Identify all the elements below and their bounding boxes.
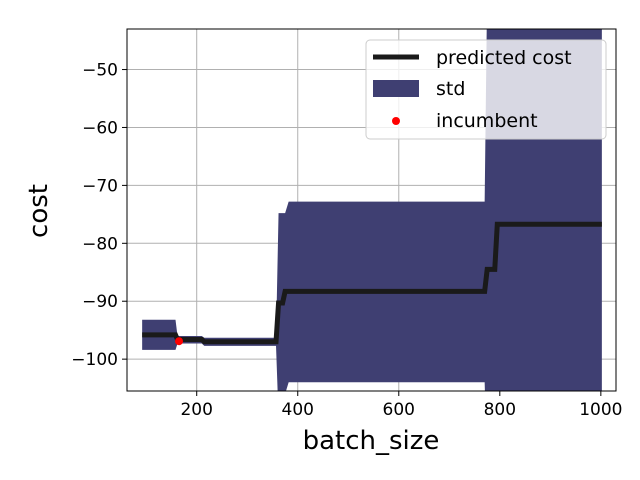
legend-std-swatch: [373, 80, 419, 97]
legend-std-label: std: [436, 78, 465, 100]
y-axis-label: cost: [24, 184, 54, 238]
x-axis-label: batch_size: [303, 426, 440, 456]
incumbent-point: [175, 337, 184, 346]
legend: predicted cost std incumbent: [365, 39, 607, 140]
x-tick-label: 800: [484, 400, 516, 420]
x-tick-label: 600: [383, 400, 415, 420]
plot-frame: [126, 28, 617, 392]
y-tick-label: −70: [82, 176, 118, 196]
y-tick-label: −80: [82, 234, 118, 254]
predicted-cost-line: [142, 221, 602, 345]
legend-incumbent-label: incumbent: [436, 110, 538, 132]
legend-incumbent-swatch: [392, 117, 400, 125]
x-tick-label: 1000: [579, 400, 622, 420]
y-tick-label: −90: [82, 292, 118, 312]
legend-box: [365, 39, 607, 140]
y-tick-label: −100: [71, 350, 118, 370]
legend-predicted-label: predicted cost: [436, 47, 572, 69]
y-tick-label: −50: [82, 61, 118, 81]
y-tick-label: −60: [82, 118, 118, 138]
x-tick-label: 400: [282, 400, 314, 420]
axis-ticks: 200 400 600 800 1000 −100 −90 −80 −70 −60 −50: [71, 61, 622, 420]
x-tick-label: 200: [180, 400, 212, 420]
